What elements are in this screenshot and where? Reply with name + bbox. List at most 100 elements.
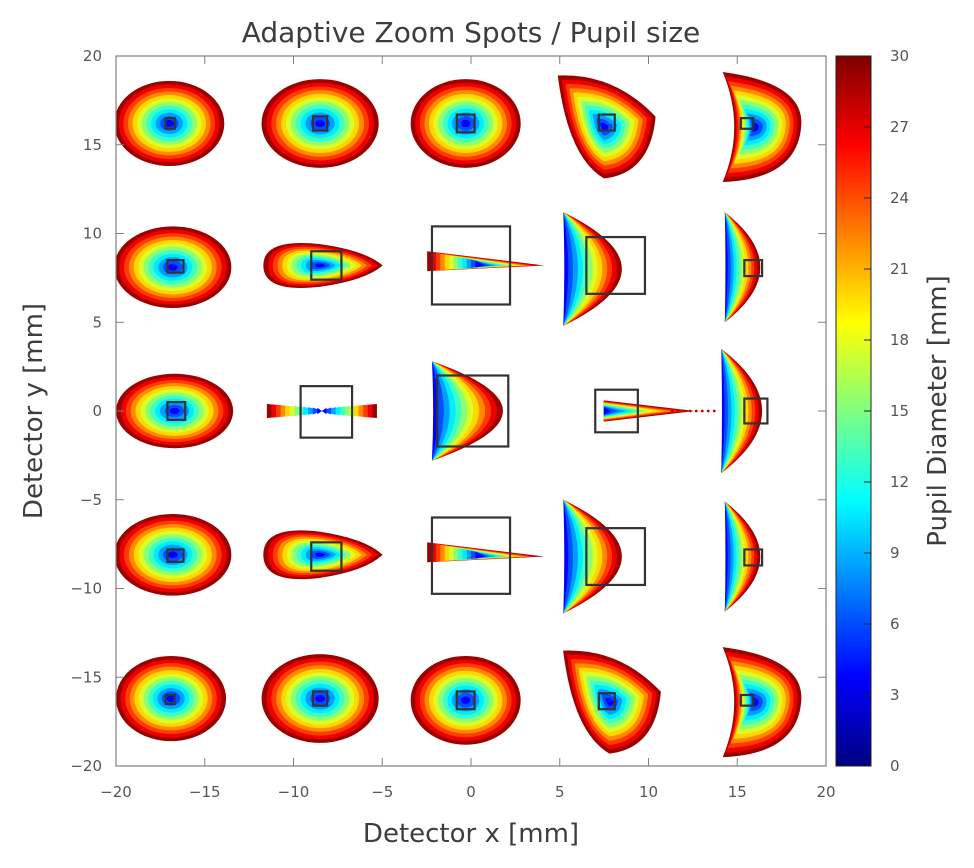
spot-4-3 [563, 650, 661, 754]
spot-1-2 [427, 251, 545, 272]
spot-ring [724, 212, 728, 323]
zoom-box-2-0 [166, 401, 187, 421]
y-tick-label: 15 [83, 136, 102, 154]
spot-dot [682, 409, 686, 413]
zoom-box-3-3 [585, 527, 647, 587]
zoom-box-3-0 [166, 548, 185, 563]
y-tick-label: −10 [70, 580, 102, 598]
y-tick-label: 0 [92, 402, 102, 420]
zoom-box-2-2 [436, 374, 510, 448]
x-tick-label: −15 [189, 783, 221, 801]
colorbar-tick-label: 9 [890, 544, 900, 562]
spot-3-4 [724, 501, 761, 612]
spot-4-0 [116, 655, 227, 742]
zoom-box-4-2 [455, 690, 476, 711]
colorbar-tick-label: 27 [890, 118, 909, 136]
spot-ring [317, 407, 327, 415]
zoom-box-3-2 [430, 516, 512, 595]
spot-ring [563, 212, 569, 326]
spot-3-0 [116, 513, 232, 596]
spot-ring [166, 695, 176, 703]
spot-ring [169, 407, 180, 415]
spot-dot [700, 409, 704, 413]
colorbar-tick-label: 6 [890, 615, 900, 633]
spot-dot [688, 409, 692, 413]
y-tick-label: −15 [70, 668, 102, 686]
zoom-box-2-3 [594, 388, 639, 434]
spot-0-0 [116, 80, 225, 167]
x-axis: −20 −15 −10 −5 0 5 10 15 20 [100, 56, 836, 801]
colorbar-tick-label: 0 [890, 757, 900, 775]
zoom-box-4-0 [164, 693, 176, 705]
zoom-box-4-1 [311, 690, 329, 707]
spot-2-1 [266, 403, 377, 419]
spot-ring [603, 407, 612, 415]
zoom-box-0-1 [311, 115, 329, 132]
spot-ring [167, 551, 178, 559]
zoom-box-1-1 [310, 250, 343, 281]
spot-0-1 [261, 79, 379, 168]
zoom-box-2-4 [743, 397, 769, 425]
zoom-box-2-1 [299, 385, 354, 439]
x-axis-label: Detector x [mm] [363, 819, 579, 849]
spot-ring [475, 551, 486, 559]
colorbar: 0 3 6 9 12 15 18 21 24 27 30 [835, 47, 909, 775]
spot-0-3 [557, 75, 656, 179]
y-tick-label: −20 [70, 757, 102, 775]
spot-ring [315, 119, 326, 128]
x-tick-label: −10 [278, 783, 310, 801]
zoom-box-4-4 [739, 693, 755, 707]
spot-0-2 [410, 79, 521, 168]
x-tick-label: 20 [816, 783, 835, 801]
spot-ring [315, 694, 326, 703]
x-tick-label: −20 [100, 783, 132, 801]
plot-area [115, 55, 827, 767]
spot-ring [563, 499, 569, 614]
spot-2-0 [116, 373, 234, 449]
y-tick-label: 5 [92, 313, 102, 331]
zoom-box-1-2 [430, 225, 512, 306]
spot-dot [712, 409, 716, 413]
spot-ring [475, 260, 486, 268]
zoom-box-1-4 [743, 259, 764, 278]
spot-1-4 [724, 212, 761, 323]
colorbar-tick-label: 30 [890, 47, 909, 65]
x-tick-label: 10 [639, 783, 658, 801]
y-tick-label: 10 [83, 225, 102, 243]
colorbar-label: Pupil Diameter [mm] [923, 275, 953, 547]
spot-dot [694, 409, 698, 413]
x-tick-label: 5 [555, 783, 565, 801]
y-tick-label: 20 [83, 47, 102, 65]
zoom-box-4-3 [597, 692, 616, 711]
x-tick-label: 15 [728, 783, 747, 801]
spot-0-4 [722, 71, 802, 183]
zoom-box-3-1 [310, 541, 343, 572]
spot-4-1 [261, 654, 379, 743]
x-tick-label: 0 [466, 783, 476, 801]
spot-dot [676, 409, 680, 413]
spot-2-3 [603, 400, 716, 422]
spot-ring [164, 119, 174, 127]
chart-title: Adaptive Zoom Spots / Pupil size [242, 16, 701, 49]
spot-ring [600, 122, 609, 132]
spot-1-0 [116, 226, 232, 309]
spot-dot [670, 409, 674, 413]
y-axis: −20 −15 −10 −5 0 5 10 15 20 [70, 47, 826, 775]
spot-ring [315, 552, 326, 557]
zoom-box-1-3 [585, 235, 647, 295]
spot-4-4 [722, 647, 802, 758]
colorbar-tick-label: 3 [890, 686, 900, 704]
spot-ring [461, 119, 471, 128]
colorbar-tick-label: 18 [890, 331, 909, 349]
spot-2-4 [721, 348, 763, 474]
zoom-box-0-0 [164, 117, 176, 130]
spot-1-3 [563, 212, 622, 326]
x-tick-label: −5 [371, 783, 393, 801]
spot-ring [167, 263, 178, 271]
colorbar-ticks: 0 3 6 9 12 15 18 21 24 27 30 [864, 47, 909, 775]
spot-ring [315, 263, 326, 268]
colorbar-tick-label: 21 [890, 260, 909, 278]
spot-dot [706, 409, 710, 413]
spot-1-1 [263, 242, 383, 288]
